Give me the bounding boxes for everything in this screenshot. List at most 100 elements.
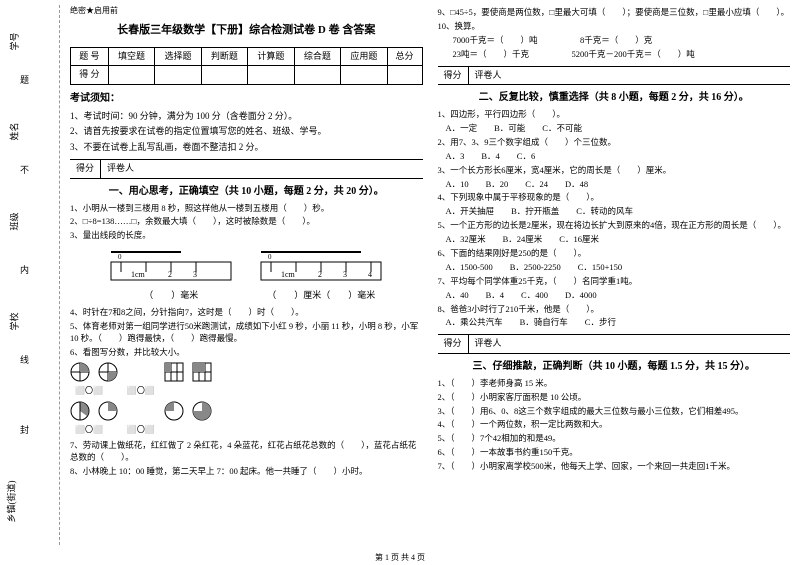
question: 5、一个正方形的边长是2厘米，现在将边长扩大到原来的4倍，现在正方形的周长是（ …: [438, 220, 791, 232]
svg-text:2: 2: [318, 270, 322, 279]
question: 4、时针在7和8之间，分针指向7，这时是（ ）时（ ）。: [70, 307, 423, 319]
question-sub: 23吨＝（ ）千克 5200千克－200千克＝（ ）吨: [453, 49, 791, 61]
question: 3、量出线段的长度。: [70, 230, 423, 242]
options: A．乘公共汽车 B．骑自行车 C．步行: [446, 317, 791, 329]
score-cell: 得分: [70, 160, 101, 178]
circle-icon: [70, 401, 90, 421]
question: 2、（ ）小明家客厅面积是 10 公顷。: [438, 392, 791, 404]
secret-label: 绝密★启用前: [70, 5, 423, 17]
ruler-row: 0 1cm 2 3 （ ）毫米 0 1cm 2 3 4: [70, 247, 423, 302]
notice-item: 3、不要在试卷上乱写乱画，卷面不整洁扣 2 分。: [70, 141, 423, 155]
question: 4、（ ）一个两位数，积一定比两数和大。: [438, 419, 791, 431]
question: 1、（ ）李老师身高 15 米。: [438, 378, 791, 390]
th-calc: 计算题: [248, 47, 294, 66]
ruler1-caption: （ ）毫米: [106, 289, 236, 303]
table-row: 得 分: [71, 66, 423, 85]
question: 8、爸爸3小时行了210千米，他是（ ）。: [438, 304, 791, 316]
binding-answer: 题: [18, 75, 31, 84]
th-total: 总分: [387, 47, 422, 66]
question: 10、换算。: [438, 21, 791, 33]
svg-text:3: 3: [193, 270, 197, 279]
options: A．32厘米 B．24厘米 C．16厘米: [446, 234, 791, 246]
question: 7、（ ）小明家离学校500米，他每天上学、回家，一个来回一共走回1千米。: [438, 461, 791, 473]
options: A．开关抽屉 B．拧开瓶盖 C．转动的风车: [446, 206, 791, 218]
exam-title: 长春版三年级数学【下册】综合检测试卷 D 卷 含答案: [70, 22, 423, 39]
compare-box[interactable]: [126, 362, 156, 382]
question: 5、体育老师对第一组同学进行50米跑测试，成绩如下小红 9 秒，小丽 11 秒，…: [70, 321, 423, 345]
question: 7、劳动课上做纸花，红红做了 2 朵红花，4 朵蓝花，红花占纸花总数的（ ），蓝…: [70, 440, 423, 464]
question: 2、□÷8=138……□，余数最大填（ ），这时被除数是（ ）。: [70, 216, 423, 228]
th-judge: 判断题: [201, 47, 247, 66]
binding-line: 线: [18, 355, 31, 364]
svg-text:2: 2: [168, 270, 172, 279]
circle-icon: [164, 401, 184, 421]
section2-title: 二、反复比较，慎重选择（共 8 小题，每题 2 分，共 16 分）。: [438, 90, 791, 105]
binding-seal: 封: [18, 425, 31, 434]
svg-text:1cm: 1cm: [281, 270, 296, 279]
question: 6、下面的结果刚好是250的是（ ）。: [438, 248, 791, 260]
fraction-shapes: [70, 362, 423, 382]
svg-text:1cm: 1cm: [131, 270, 146, 279]
section-header: 得分 评卷人: [438, 66, 791, 86]
page-footer: 第 1 页 共 4 页: [0, 552, 800, 563]
binding-name: 姓名: [8, 122, 21, 140]
circle-icon: [98, 362, 118, 382]
question: 3、（ ）用6、0、8这三个数字组成的最大三位数与最小三位数，它们相差495。: [438, 406, 791, 418]
ruler-icon: 0 1cm 2 3 4: [256, 247, 386, 282]
question: 6、（ ）一本故事书约重150千克。: [438, 447, 791, 459]
question: 2、用7、3、9三个数字组成（ ）个三位数。: [438, 137, 791, 149]
ruler-icon: 0 1cm 2 3: [106, 247, 236, 282]
score-cell: 得分: [438, 335, 469, 353]
svg-text:4: 4: [368, 270, 372, 279]
question-sub: 7000千克＝（ ）吨 8千克＝（ ）克: [453, 35, 791, 47]
binding-margin: 学号 题 姓名 不 班级 内 学校 线 封 乡镇(街道): [10, 5, 60, 545]
question: 6、看图写分数，并比较大小。: [70, 347, 423, 359]
binding-number: 学号: [8, 32, 21, 50]
question: 1、小明从一楼到三楼用 8 秒，照这样他从一楼到五楼用（ ）秒。: [70, 203, 423, 215]
options: A．10 B．20 C．24 D．48: [446, 179, 791, 191]
reviewer-cell: 评卷人: [101, 160, 140, 178]
binding-class: 班级: [8, 212, 21, 230]
th-comp: 综合题: [294, 47, 340, 66]
circle-icon: [70, 362, 90, 382]
question: 9、□45÷5，要使商是两位数，□里最大可填（ ）；要使商是三位数，□里最小应填…: [438, 7, 791, 19]
exam-page: 学号 题 姓名 不 班级 内 学校 线 封 乡镇(街道) 绝密★启用前 长春版三…: [0, 0, 800, 550]
notice-item: 1、考试时间：90 分钟，满分为 100 分（含卷面分 2 分）。: [70, 110, 423, 124]
section-header: 得分 评卷人: [438, 334, 791, 354]
fraction-blanks: ⬜〇⬜ ⬜〇⬜: [75, 424, 423, 436]
question: 1、四边形，平行四边形（ ）。: [438, 109, 791, 121]
svg-text:0: 0: [268, 253, 272, 261]
ruler-2: 0 1cm 2 3 4 （ ）厘米（ ）毫米: [256, 247, 386, 302]
content-area: 绝密★启用前 长春版三年级数学【下册】综合检测试卷 D 卷 含答案 题 号 填空…: [60, 5, 790, 545]
question: 4、下列现象中属于平移现象的是（ ）。: [438, 192, 791, 204]
reviewer-cell: 评卷人: [469, 67, 508, 85]
options: A．一定 B．可能 C．不可能: [446, 123, 791, 135]
question: 3、一个长方形长6厘米，宽4厘米，它的周长是（ ）厘米。: [438, 165, 791, 177]
fraction-blanks: ⬜〇⬜ ⬜〇⬜: [75, 385, 423, 397]
options: A．40 B．4 C．400 D．4000: [446, 290, 791, 302]
circle-icon: [192, 401, 212, 421]
table-row: 题 号 填空题 选择题 判断题 计算题 综合题 应用题 总分: [71, 47, 423, 66]
binding-township: 乡镇(街道): [5, 481, 18, 523]
th-num: 题 号: [71, 47, 109, 66]
th-choice: 选择题: [155, 47, 201, 66]
question: 5、（ ）7个42相加的和是49。: [438, 433, 791, 445]
right-column: 9、□45÷5，要使商是两位数，□里最大可填（ ）；要使商是三位数，□里最小应填…: [438, 5, 791, 545]
th-app: 应用题: [341, 47, 387, 66]
grid-icon: [164, 362, 184, 382]
question: 7、平均每个同学体重25千克，（ ）名同学重1吨。: [438, 276, 791, 288]
binding-inner: 内: [18, 265, 31, 274]
svg-text:3: 3: [343, 270, 347, 279]
section-header: 得分 评卷人: [70, 159, 423, 179]
ruler2-caption: （ ）厘米（ ）毫米: [256, 289, 386, 303]
svg-text:0: 0: [118, 253, 122, 261]
circle-icon: [98, 401, 118, 421]
question: 8、小林晚上 10：00 睡觉，第二天早上 7：00 起床。他一共睡了（ ）小时…: [70, 466, 423, 478]
options: A．3 B．4 C．6: [446, 151, 791, 163]
binding-school: 学校: [8, 312, 21, 330]
left-column: 绝密★启用前 长春版三年级数学【下册】综合检测试卷 D 卷 含答案 题 号 填空…: [70, 5, 423, 545]
fraction-shapes: [70, 401, 423, 421]
compare-box[interactable]: [126, 401, 156, 421]
grid-icon: [192, 362, 212, 382]
section3-title: 三、仔细推敲，正确判断（共 10 小题，每题 1.5 分，共 15 分）。: [438, 359, 791, 374]
